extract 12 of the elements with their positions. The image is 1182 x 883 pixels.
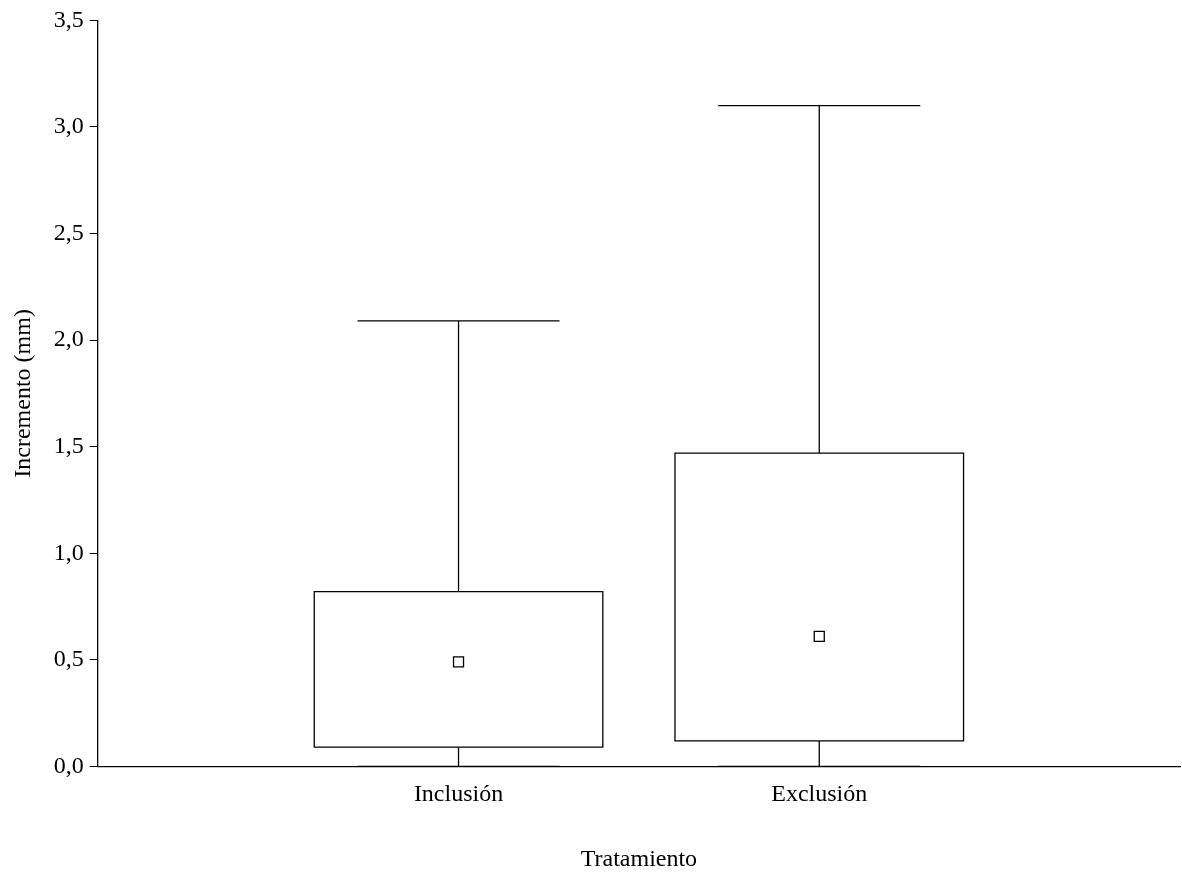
- x-tick-label: Inclusión: [413, 780, 504, 807]
- y-tick-label: 3,5: [53, 5, 84, 32]
- y-tick-label: 1,0: [53, 538, 84, 565]
- y-axis-title: Incremento (mm): [8, 309, 35, 478]
- y-tick-label: 0,0: [53, 751, 84, 778]
- y-tick-label: 3,0: [53, 112, 84, 139]
- y-tick-label: 1,5: [53, 431, 84, 458]
- y-tick-label: 0,5: [53, 645, 84, 672]
- x-axis-title: Tratamiento: [580, 844, 698, 871]
- y-tick-label: 2,5: [53, 218, 84, 245]
- y-tick-label: 2,0: [53, 325, 84, 352]
- x-tick-label: Exclusión: [771, 780, 868, 807]
